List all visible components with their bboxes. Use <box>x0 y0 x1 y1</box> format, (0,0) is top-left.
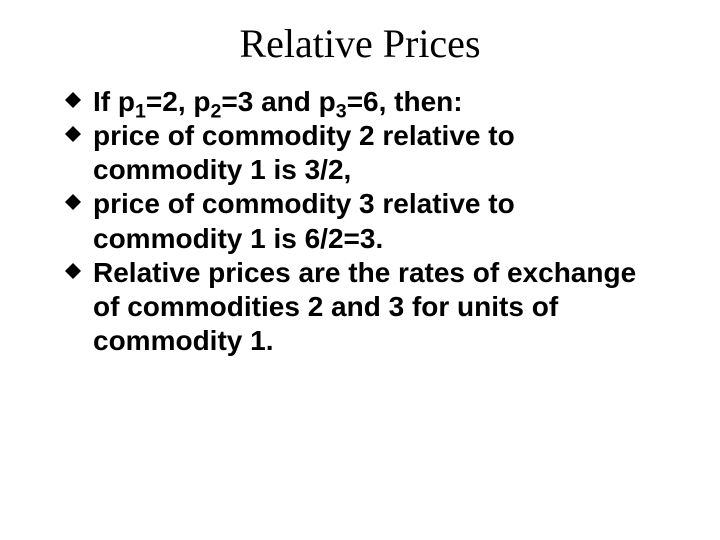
slide: Relative Prices If p1=2, p2=3 and p3=6, … <box>0 0 720 540</box>
bullet-text: If p1=2, p2=3 and p3=6, then: <box>93 86 463 117</box>
bullet-list: If p1=2, p2=3 and p3=6, then:price of co… <box>55 85 665 358</box>
bullet-text: Relative prices are the rates of exchang… <box>93 257 636 356</box>
bullet-text: price of commodity 2 relative to commodi… <box>93 120 515 185</box>
slide-title: Relative Prices <box>55 20 665 67</box>
bullet-item: Relative prices are the rates of exchang… <box>65 256 665 358</box>
diamond-bullet-icon <box>65 126 81 142</box>
bullet-item: price of commodity 2 relative to commodi… <box>65 119 665 187</box>
diamond-bullet-icon <box>65 263 81 279</box>
bullet-item: If p1=2, p2=3 and p3=6, then: <box>65 85 665 119</box>
diamond-bullet-icon <box>65 92 81 108</box>
diamond-bullet-icon <box>65 194 81 210</box>
bullet-text: price of commodity 3 relative to commodi… <box>93 188 515 253</box>
bullet-item: price of commodity 3 relative to commodi… <box>65 187 665 255</box>
